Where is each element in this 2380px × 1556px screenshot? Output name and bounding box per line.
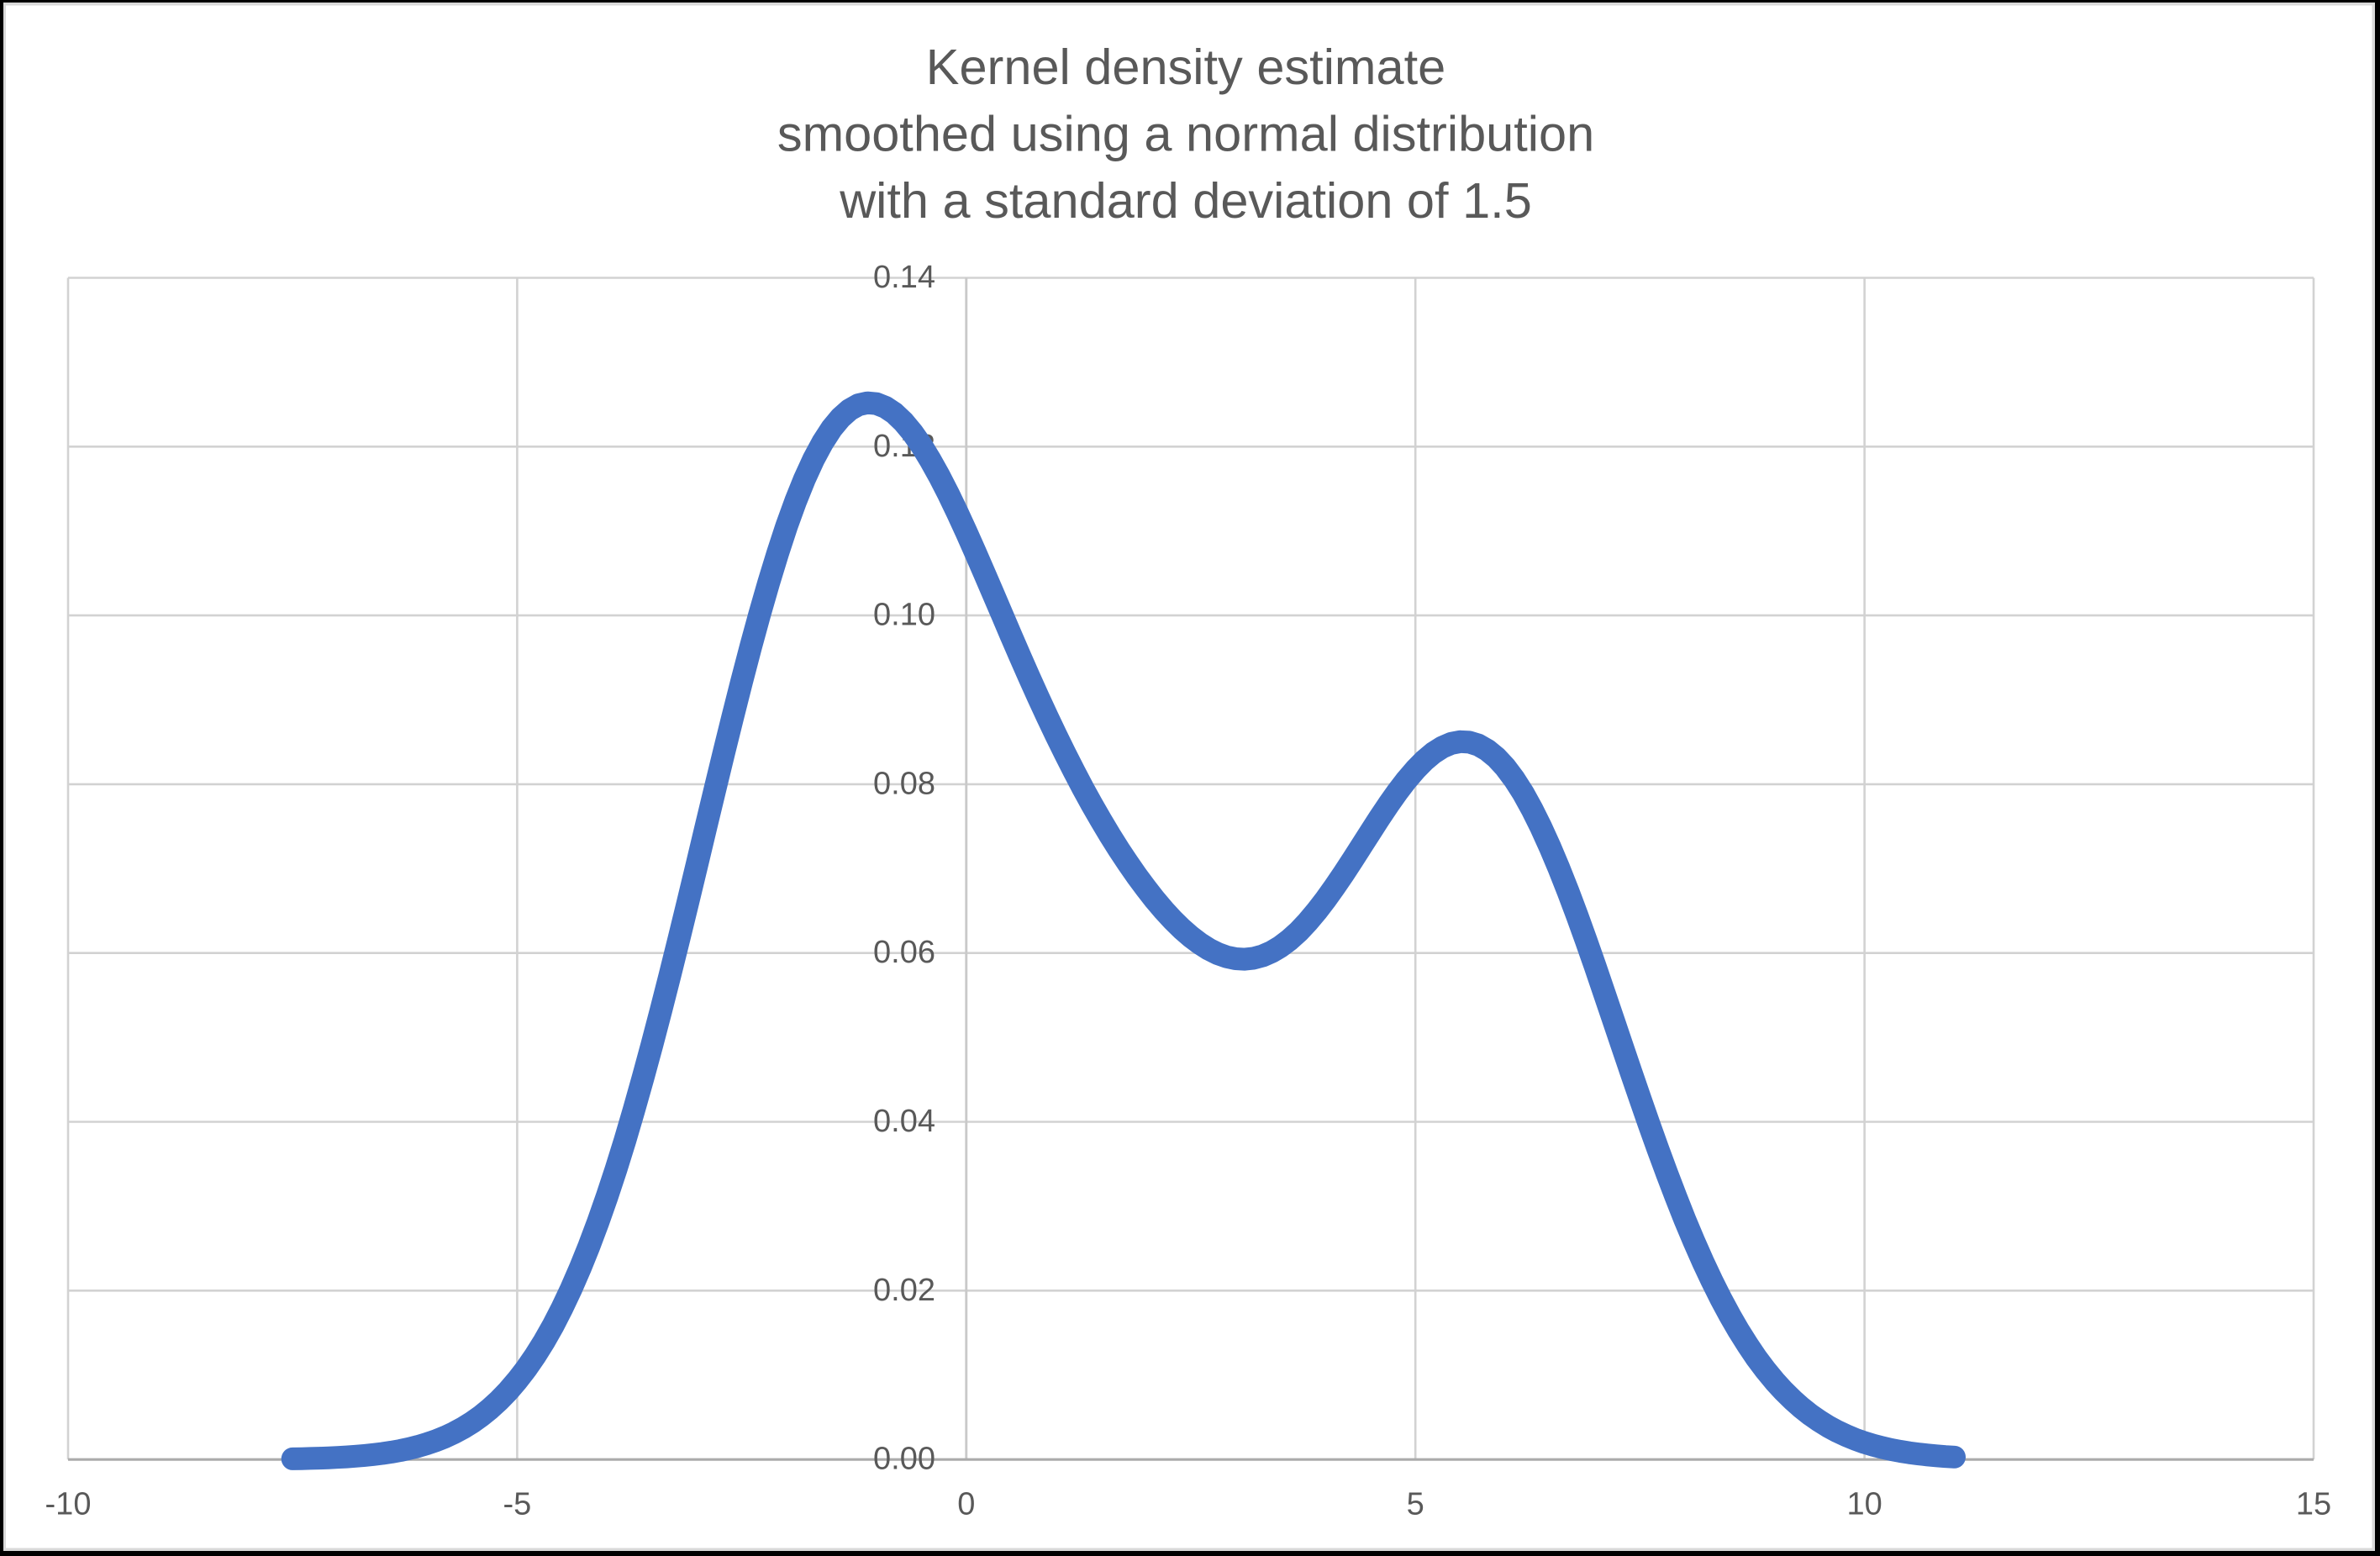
svg-text:-10: -10 <box>45 1487 92 1522</box>
svg-text:0.04: 0.04 <box>873 1104 935 1139</box>
svg-text:15: 15 <box>2296 1487 2331 1522</box>
svg-text:10: 10 <box>1846 1487 1882 1522</box>
svg-text:0.06: 0.06 <box>873 935 935 970</box>
svg-text:0.08: 0.08 <box>873 766 935 801</box>
svg-text:0.02: 0.02 <box>873 1273 935 1308</box>
svg-text:-5: -5 <box>503 1487 532 1522</box>
svg-text:0.00: 0.00 <box>873 1442 935 1477</box>
svg-text:0.10: 0.10 <box>873 598 935 633</box>
svg-text:0.14: 0.14 <box>873 260 935 295</box>
svg-text:5: 5 <box>1407 1487 1424 1522</box>
svg-text:Kernel density estimate: Kernel density estimate <box>926 39 1445 95</box>
svg-text:0: 0 <box>957 1487 975 1522</box>
svg-text:with a standard deviation of 1: with a standard deviation of 1.5 <box>839 172 1532 229</box>
svg-text:smoothed using a normal distri: smoothed using a normal distribution <box>777 106 1594 162</box>
